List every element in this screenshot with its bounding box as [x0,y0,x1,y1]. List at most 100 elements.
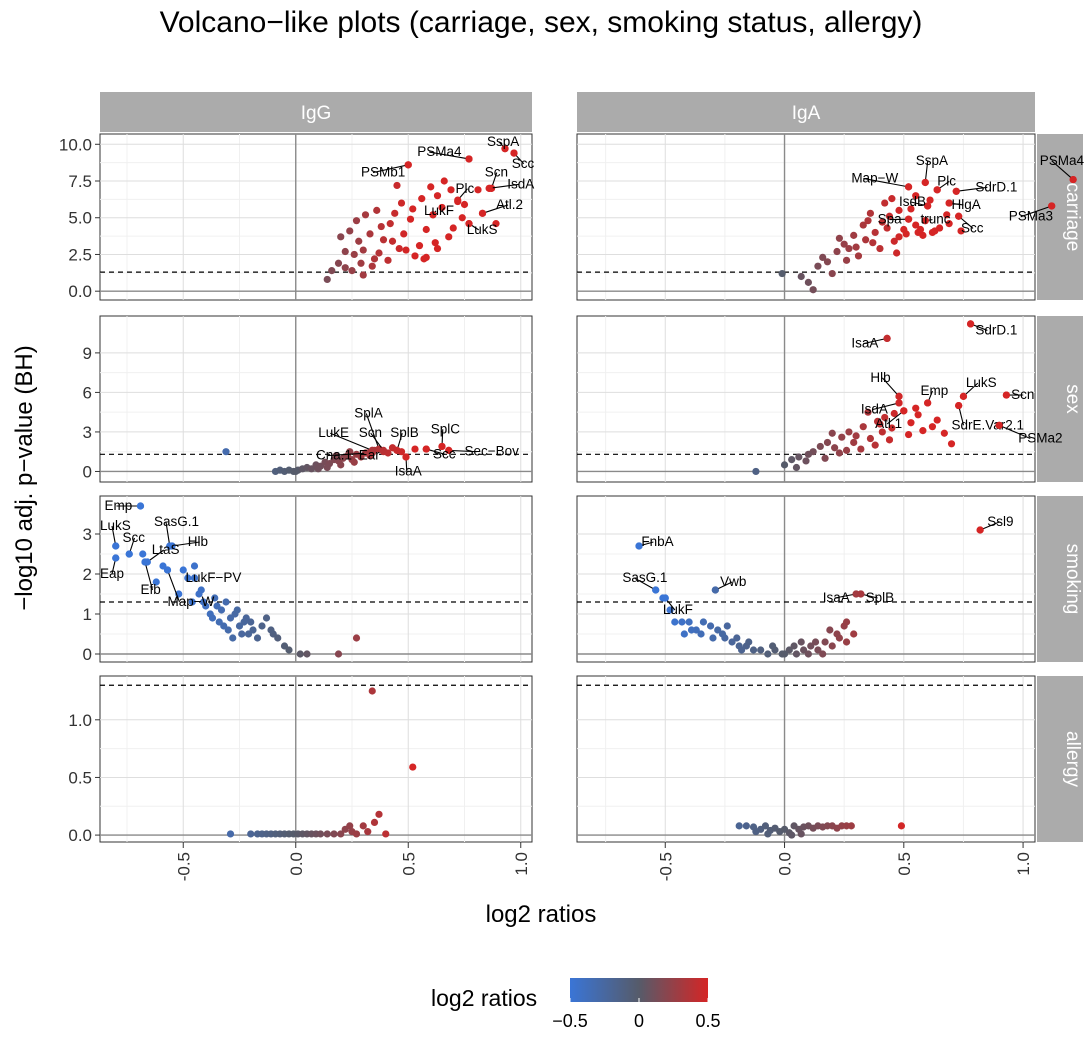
point-label-luks: LukS [100,518,131,533]
data-point [438,203,446,212]
data-point [285,646,293,654]
data-point [332,452,340,460]
data-point [382,830,390,838]
y-tick-label: 1 [83,605,92,624]
data-point [797,638,805,646]
data-point [828,642,836,650]
point-label-scn: Scn [359,425,382,440]
data-point [391,209,399,217]
data-point [842,638,851,646]
labeled-point [368,449,376,457]
data-point [666,606,674,614]
data-point [409,205,417,213]
labeled-point [445,446,453,454]
data-point [458,214,466,222]
label-leader [365,413,380,450]
data-point [878,218,886,226]
data-point [847,822,855,830]
labeled-point [422,445,430,453]
data-point [780,461,789,469]
data-point [840,240,848,248]
data-point [706,622,715,630]
label-leader [330,432,373,451]
data-point [447,186,455,194]
data-point [869,239,877,247]
data-point [933,416,941,424]
strip-label-igg: IgG [301,103,332,124]
label-leader [1020,205,1052,218]
point-label-ear: Ear [359,448,381,463]
data-point [350,250,358,259]
point-label-scc: Scc [123,530,146,545]
data-point [337,830,345,838]
strip-label-sex: sex [1062,384,1083,414]
data-point [440,177,448,185]
data-point [316,830,325,838]
data-point [474,186,482,194]
data-point [778,269,786,278]
data-point [821,638,829,646]
labeled-point [924,399,932,407]
labeled-point [966,320,975,328]
x-tick-label: 0.0 [287,852,306,876]
data-point [819,650,827,658]
labeled-point [952,187,960,195]
data-point [890,409,898,418]
data-point [346,822,354,830]
data-point [375,810,383,818]
point-label-fnba: FnbA [641,534,673,549]
point-label-psma3: PSMa3 [1009,209,1053,224]
data-point [220,622,228,630]
labeled-point [976,526,984,534]
labeled-point [652,586,660,594]
data-point [370,255,379,263]
y-tick-label: 0.0 [68,282,92,301]
panel-background [99,675,533,843]
data-point [769,642,777,650]
data-point [460,200,469,209]
data-point [274,634,282,642]
data-point [833,247,841,256]
data-point [876,420,884,428]
data-point [253,634,262,642]
data-point [366,230,374,238]
y-tick-label: 1.0 [68,711,92,730]
data-point [790,642,798,650]
point-label-isaa: IsaA [851,336,878,351]
data-point [821,454,829,462]
strip-allergy [1037,676,1083,842]
labeled-point [190,574,199,582]
data-point [718,630,727,638]
data-point [409,763,417,771]
data-point [346,227,354,235]
point-label-lukf: LukF [424,203,454,218]
strip-label-iga: IgA [792,103,821,124]
labeled-point [404,161,412,169]
y-tick-label: 10.0 [59,135,92,154]
data-point [238,630,246,638]
labeled-point [661,594,669,602]
labeled-point [945,199,953,207]
data-point [804,450,812,458]
data-point [373,206,381,214]
labeled-point [168,542,176,550]
point-label-isaa: IsaA [823,590,850,605]
data-point [303,650,311,658]
data-point [348,267,356,275]
point-label-luks: LukS [467,222,498,237]
data-point [845,428,853,436]
point-label-scc: Scc [433,446,456,461]
labeled-point [112,542,120,550]
data-point [912,192,920,200]
data-point [919,427,927,435]
label-leader [999,424,1031,439]
x-tick-label: 1.0 [1014,852,1033,876]
data-point [258,622,266,630]
point-label-isdb: IsdB [899,194,926,209]
point-label-efb: Efb [141,582,161,597]
strip-label-allergy: allergy [1062,731,1083,787]
labeled-point [955,401,963,410]
data-point [393,181,401,190]
point-label-scc: Scc [512,156,535,171]
data-point [800,646,808,654]
